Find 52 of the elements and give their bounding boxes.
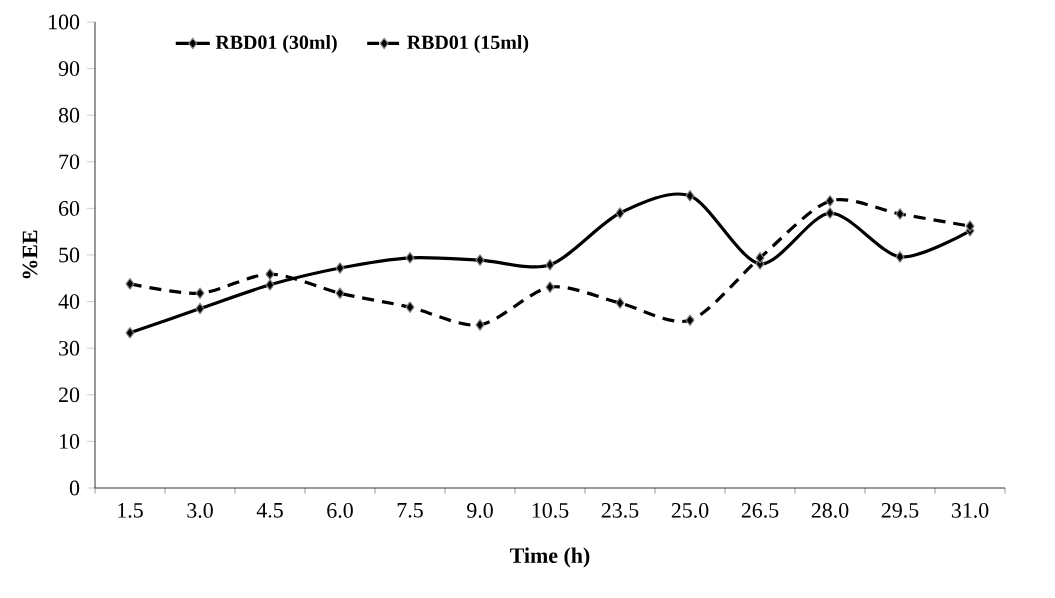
x-tick-label: 4.5 — [256, 503, 283, 518]
y-tick-label: 100 — [49, 14, 80, 30]
y-tick-label: 80 — [58, 107, 80, 123]
point — [335, 287, 345, 299]
point — [895, 208, 905, 220]
point — [195, 302, 205, 315]
x-tick-label: 31.0 — [951, 503, 989, 518]
x-tick-label: 23.5 — [601, 503, 639, 518]
x-tick-label: 26.5 — [741, 503, 779, 518]
y-axis-title: %EE — [22, 230, 38, 279]
x-tick-label: 29.5 — [881, 503, 919, 518]
x-axis-title: Time (h) — [510, 547, 590, 568]
y-tick-label: 60 — [59, 201, 80, 216]
point — [895, 251, 905, 263]
y-tick-label: 30 — [59, 340, 80, 356]
point — [475, 254, 485, 266]
x-tick-label: 28.0 — [811, 503, 849, 518]
point — [265, 279, 275, 291]
point — [125, 278, 135, 290]
x-tick-label: 10.5 — [532, 503, 569, 518]
point — [685, 190, 695, 202]
point — [405, 301, 415, 313]
x-tick-label: 7.5 — [397, 503, 423, 518]
x-tick-label: 9.0 — [467, 503, 493, 518]
point — [545, 259, 555, 271]
legend-label: RBD01 (30ml) — [215, 35, 337, 54]
y-tick-label: 20 — [59, 387, 80, 403]
legend-label: RBD01 (15ml) — [407, 35, 529, 54]
point — [755, 252, 765, 264]
x-tick-label: 3.0 — [187, 503, 213, 518]
point — [405, 252, 415, 264]
x-tick-label: 6.0 — [327, 503, 353, 518]
point — [475, 319, 485, 331]
y-tick-label: 10 — [60, 434, 80, 449]
point — [335, 262, 345, 274]
x-tick-label: 1.5 — [118, 503, 143, 518]
point — [825, 207, 835, 219]
point — [125, 327, 135, 339]
y-tick-label: 50 — [59, 247, 80, 263]
point — [615, 207, 625, 219]
point — [615, 297, 625, 309]
y-tick-label: 40 — [58, 294, 80, 309]
point — [685, 314, 695, 327]
point — [965, 220, 975, 232]
point — [195, 287, 205, 299]
x-tick-label: 25.0 — [671, 503, 709, 518]
point — [825, 195, 835, 207]
y-tick-label: 0 — [69, 480, 80, 496]
point — [545, 281, 555, 293]
point — [265, 268, 275, 280]
y-tick-label: 70 — [59, 154, 80, 170]
y-tick-label: 90 — [58, 61, 80, 76]
